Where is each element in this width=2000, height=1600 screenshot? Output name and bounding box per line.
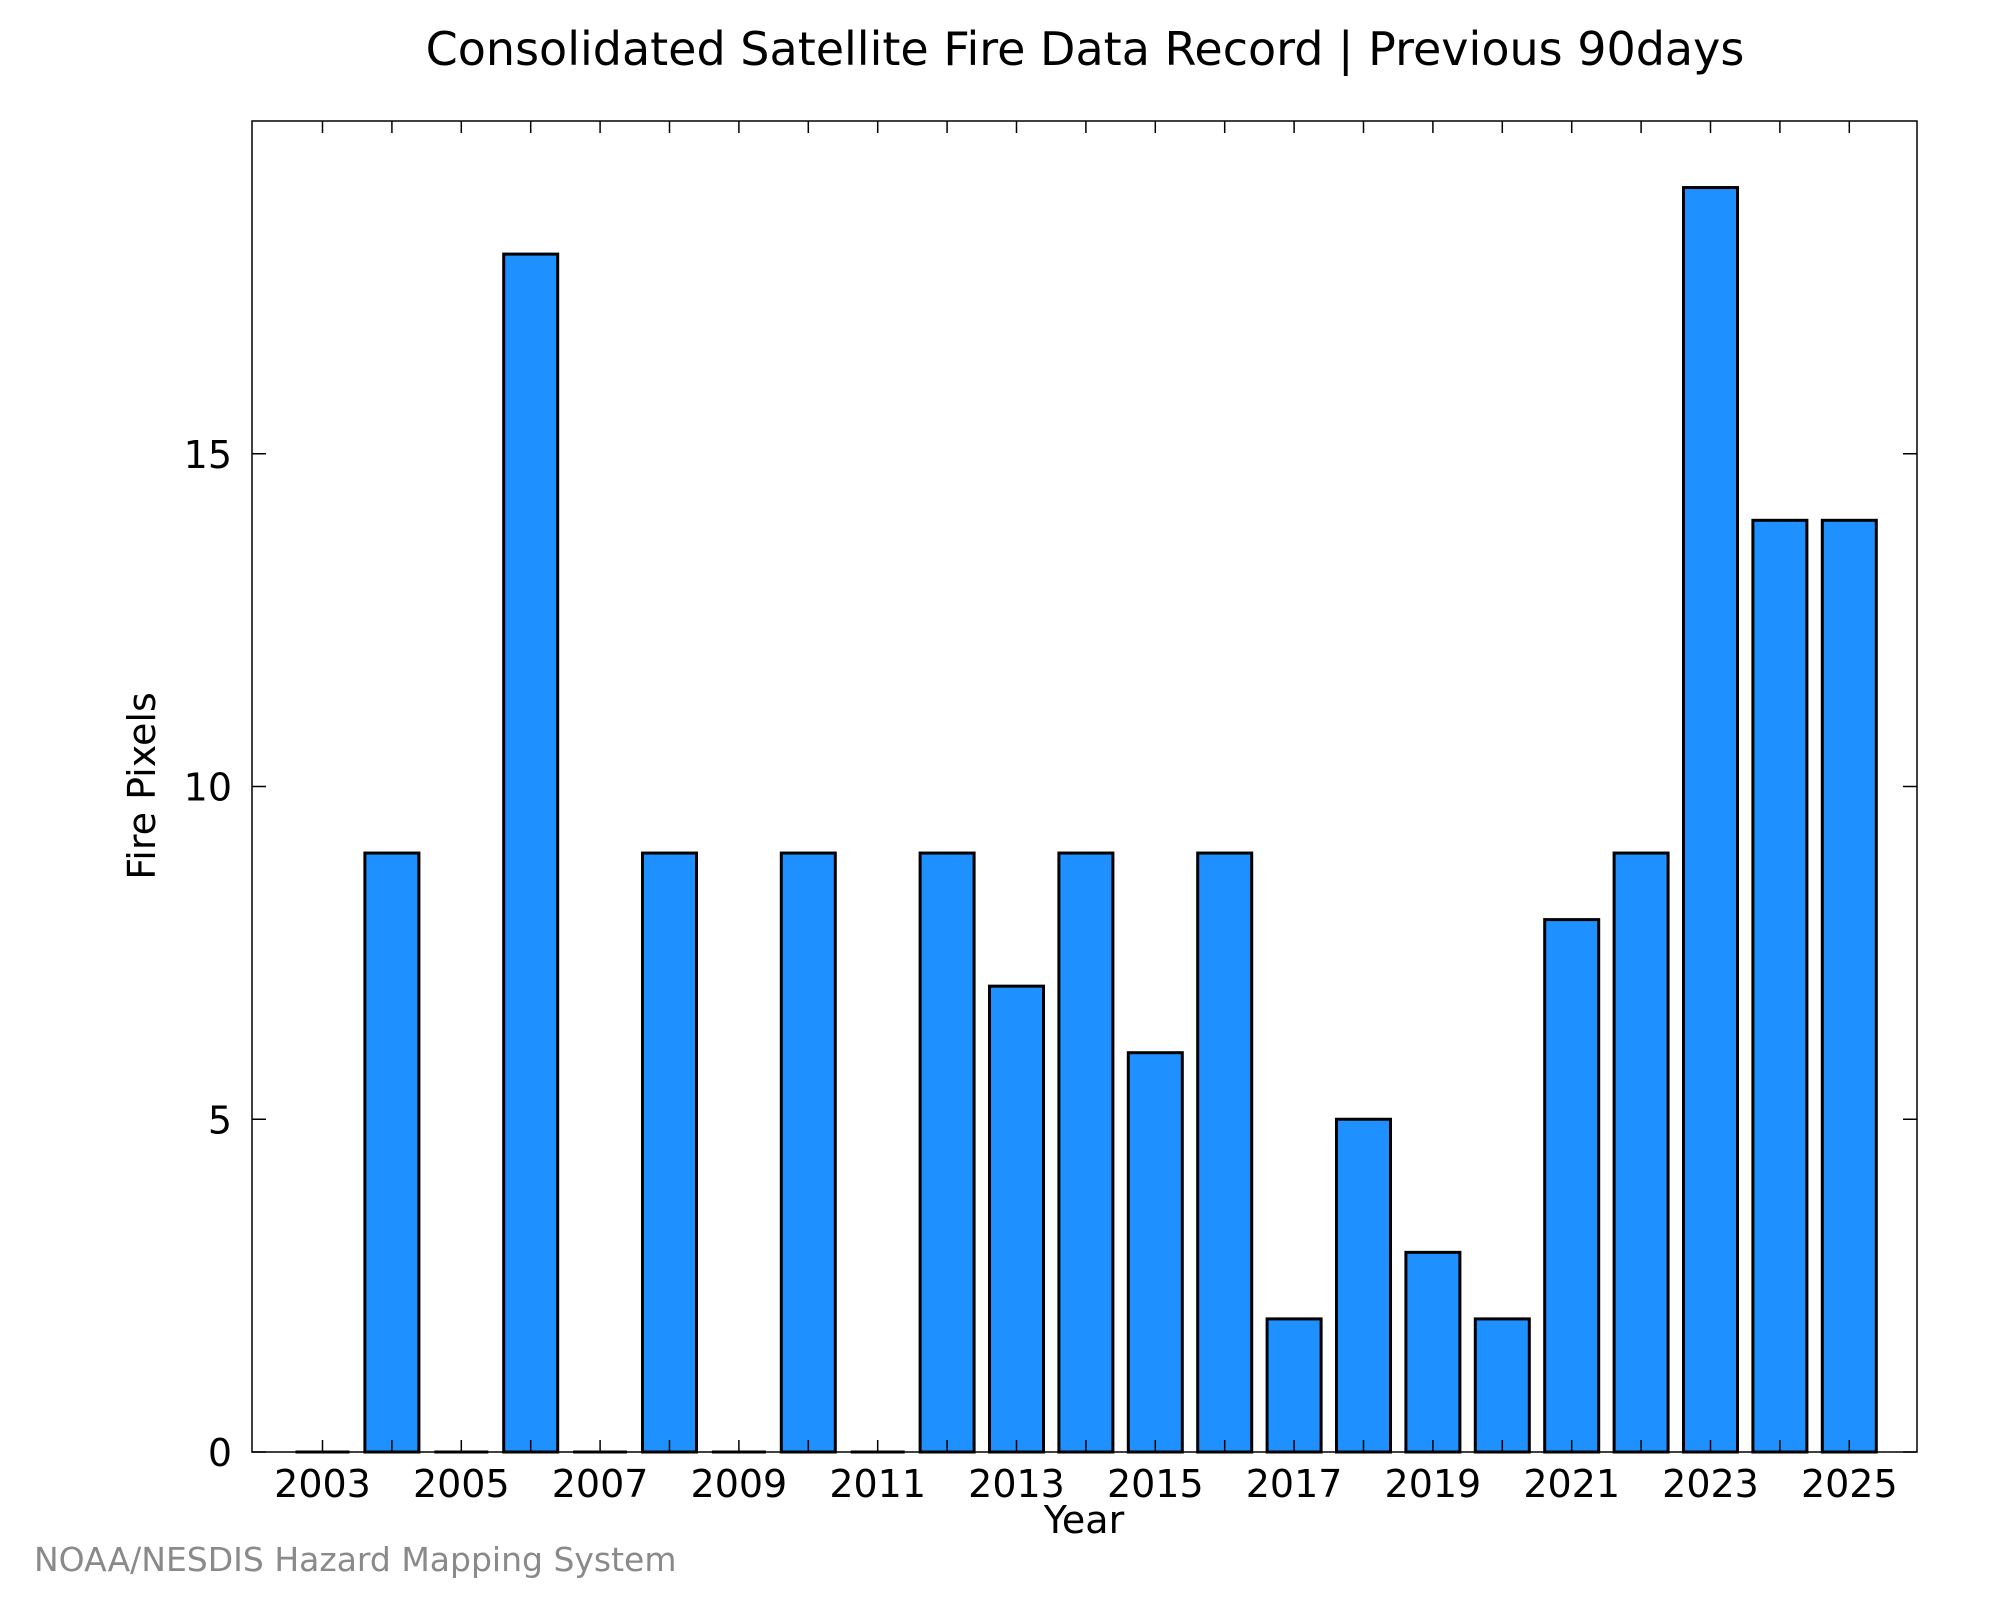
y-tick-label-10: 10 <box>184 766 232 810</box>
bar-2013 <box>988 984 1045 1454</box>
bar-2010 <box>779 851 837 1454</box>
x-tick-label-2013: 2013 <box>968 1462 1065 1506</box>
y-tick-label-0: 0 <box>208 1431 232 1475</box>
x-tick-label-2003: 2003 <box>274 1462 371 1506</box>
bar-2014 <box>1057 851 1115 1454</box>
x-tick-label-2019: 2019 <box>1385 1462 1482 1506</box>
bar-2020 <box>1473 1317 1531 1454</box>
credit-text: NOAA/NESDIS Hazard Mapping System <box>34 1540 677 1579</box>
x-tick-label-2005: 2005 <box>413 1462 510 1506</box>
bars-group <box>295 186 1878 1454</box>
x-tick-label-2017: 2017 <box>1246 1462 1343 1506</box>
bar-2022 <box>1612 851 1670 1454</box>
y-tick-label-15: 15 <box>184 433 232 477</box>
x-tick-label-2015: 2015 <box>1107 1462 1204 1506</box>
x-tick-label-2007: 2007 <box>552 1462 649 1506</box>
x-tick-label-2011: 2011 <box>829 1462 926 1506</box>
bar-2008 <box>641 851 698 1454</box>
chart-title: Consolidated Satellite Fire Data Record … <box>426 22 1745 77</box>
x-tick-label-2025: 2025 <box>1801 1462 1898 1506</box>
x-axis-label: Year <box>1043 1498 1125 1542</box>
bar-2024 <box>1751 518 1809 1454</box>
bar-2019 <box>1404 1250 1462 1454</box>
bar-2017 <box>1265 1317 1323 1454</box>
bar-2015 <box>1126 1051 1184 1454</box>
bar-2004 <box>363 851 421 1454</box>
bar-2018 <box>1335 1117 1392 1454</box>
x-tick-label-2021: 2021 <box>1523 1462 1620 1506</box>
x-tick-label-2023: 2023 <box>1662 1462 1759 1506</box>
bar-2023 <box>1682 186 1739 1454</box>
y-axis-label: Fire Pixels <box>120 692 164 880</box>
plot-frame <box>251 120 1918 1453</box>
bar-2016 <box>1196 851 1254 1454</box>
y-tick-label-5: 5 <box>208 1098 232 1142</box>
x-tick-label-2009: 2009 <box>691 1462 788 1506</box>
bar-2012 <box>918 851 976 1454</box>
bar-2021 <box>1543 918 1601 1454</box>
ticks-group: 2003 2005 2007 2009 2011 2013 2015 2017 2019 2021… <box>184 121 1917 1506</box>
bar-2025 <box>1820 518 1878 1454</box>
bar-2006 <box>502 252 560 1454</box>
